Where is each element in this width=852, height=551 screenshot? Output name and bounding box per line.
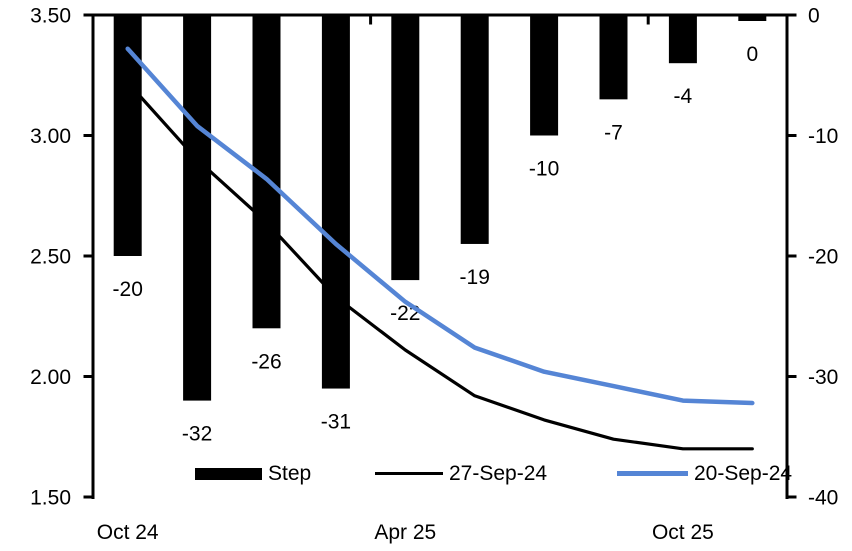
bar-data-label: -19 (460, 266, 490, 289)
bar-step (113, 15, 142, 256)
legend-label-20-sep-24: 20-Sep-24 (694, 461, 793, 485)
left-axis-tick-label: 2.50 (30, 246, 71, 269)
legend-label-step: Step (268, 461, 312, 485)
x-axis-label: Oct 24 (97, 521, 159, 544)
left-axis-tick-label: 1.50 (30, 487, 71, 510)
right-axis-tick-label: -20 (808, 246, 838, 269)
bar-data-label: -31 (321, 411, 351, 434)
legend-bar-swatch (195, 467, 262, 480)
legend-item-27-sep-24: 27-Sep-24 (375, 462, 547, 485)
bar-step (599, 15, 628, 100)
x-axis-label: Oct 25 (652, 521, 714, 544)
bar-step (460, 15, 489, 244)
bar-data-label: -4 (674, 85, 693, 108)
bar-data-label: -10 (529, 158, 559, 181)
left-axis-tick-label: 2.00 (30, 366, 71, 389)
right-axis-tick-label: -10 (808, 125, 838, 148)
bar-data-label: -7 (604, 121, 623, 144)
legend-item-step: Step (195, 462, 311, 485)
line-series-20-Sep-24 (125, 46, 755, 406)
left-axis-tick-label: 3.00 (30, 125, 71, 148)
bar-data-label: 0 (746, 43, 758, 66)
right-axis-tick-label: 0 (808, 5, 820, 28)
bar-step (738, 15, 767, 21)
bar-step (391, 15, 420, 281)
left-axis-tick-label: 3.50 (30, 5, 71, 28)
bar-step (668, 15, 697, 64)
legend-item-20-sep-24: 20-Sep-24 (617, 462, 792, 485)
legend-line-swatch-blue (617, 471, 688, 476)
x-axis-label: Apr 25 (374, 521, 436, 544)
line-series-27-Sep-24 (126, 80, 754, 451)
legend-line-swatch-black (375, 472, 443, 475)
bar-data-label: -26 (251, 350, 281, 373)
bar-step (321, 15, 350, 389)
right-axis-tick-label: -30 (808, 366, 838, 389)
bar-data-label: -32 (182, 423, 212, 446)
bar-step (183, 15, 212, 401)
bar-data-label: -22 (390, 302, 420, 325)
bar-step (530, 15, 559, 136)
legend-label-27-sep-24: 27-Sep-24 (449, 461, 548, 485)
right-axis-tick-label: -40 (808, 487, 838, 510)
bar-data-label: -20 (113, 278, 143, 301)
